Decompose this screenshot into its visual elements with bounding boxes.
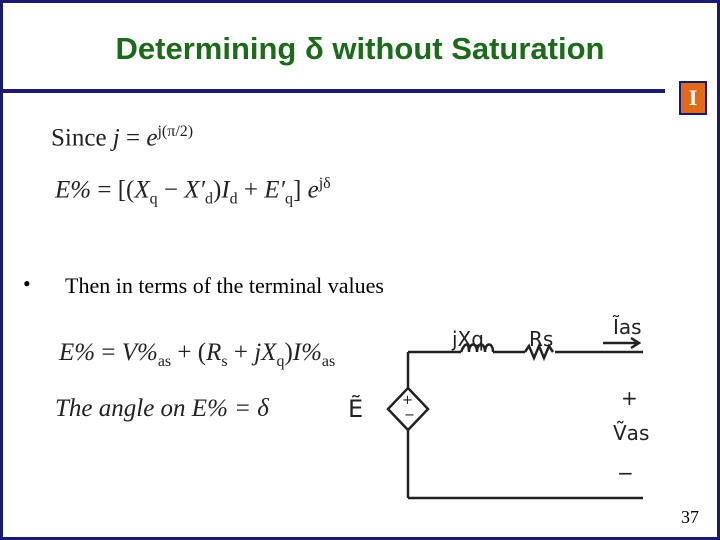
plus-label: +: [621, 386, 638, 410]
equation: E% = [(Xq − X′d)Id + E′q] ejδ: [55, 175, 331, 208]
equation-part: e: [146, 124, 158, 152]
equation-part: =: [119, 124, 147, 152]
source-minus: −: [404, 408, 415, 423]
equation-part: I: [221, 176, 230, 204]
equation-part: e: [307, 176, 319, 204]
equation-part: X: [134, 176, 150, 204]
source-label: Ẽ: [348, 395, 364, 423]
equation-part: = [(: [91, 176, 135, 204]
equation-part: q: [276, 353, 285, 370]
source-plus: +: [402, 393, 413, 408]
equation: Since j = ej(π/2): [51, 123, 193, 152]
equation: E% = V%as + (Rs + jXq)I%as: [59, 339, 335, 371]
equation-part: The angle on E% = δ: [55, 395, 269, 422]
minus-label: −: [617, 461, 634, 485]
equation-part: ]: [293, 176, 308, 204]
logo: I: [679, 81, 707, 115]
equation-part: jX: [254, 339, 277, 366]
equation-part: E%: [59, 339, 96, 366]
circuit: [386, 336, 643, 500]
equation-part: V%: [121, 339, 158, 366]
equation-part: +: [237, 176, 265, 204]
equation-part: jδ: [318, 175, 331, 192]
bullet-dot: •: [23, 271, 31, 296]
equation-part: s: [221, 353, 228, 370]
equation-part: as: [157, 353, 172, 370]
equation-part: d: [205, 190, 213, 208]
equation-part: j(π/2): [157, 123, 194, 140]
equation-part: Since: [51, 124, 113, 152]
equation-part: I%: [292, 339, 322, 366]
page-number: 37: [681, 507, 699, 527]
equation-part: E′: [264, 176, 286, 204]
bullet-text: Then in terms of the terminal values: [65, 273, 384, 298]
equation-part: X′: [184, 176, 205, 204]
inductor-label: jXq: [452, 327, 484, 351]
equation-part: =: [95, 339, 122, 366]
title-rule: [3, 89, 665, 93]
equation: The angle on E% = δ: [55, 395, 269, 423]
current-label: Ĩas: [613, 315, 642, 339]
equation-part: E%: [55, 176, 92, 204]
equation-part: d: [229, 190, 238, 208]
equation-part: + (: [171, 339, 207, 366]
equation-part: R: [206, 339, 222, 366]
equation-part: ): [213, 176, 222, 204]
equation-part: q: [149, 190, 158, 208]
equation-part: j: [112, 124, 120, 152]
slide-title: Determining δ without Saturation: [115, 31, 605, 66]
equation-part: q: [285, 190, 294, 208]
equation-part: as: [321, 353, 336, 370]
equation-part: −: [157, 176, 185, 204]
voltage-label: Ṽas: [613, 421, 650, 445]
equation-part: ): [284, 339, 293, 366]
resistor-label: Rs: [529, 327, 554, 351]
equation-part: +: [227, 339, 255, 366]
